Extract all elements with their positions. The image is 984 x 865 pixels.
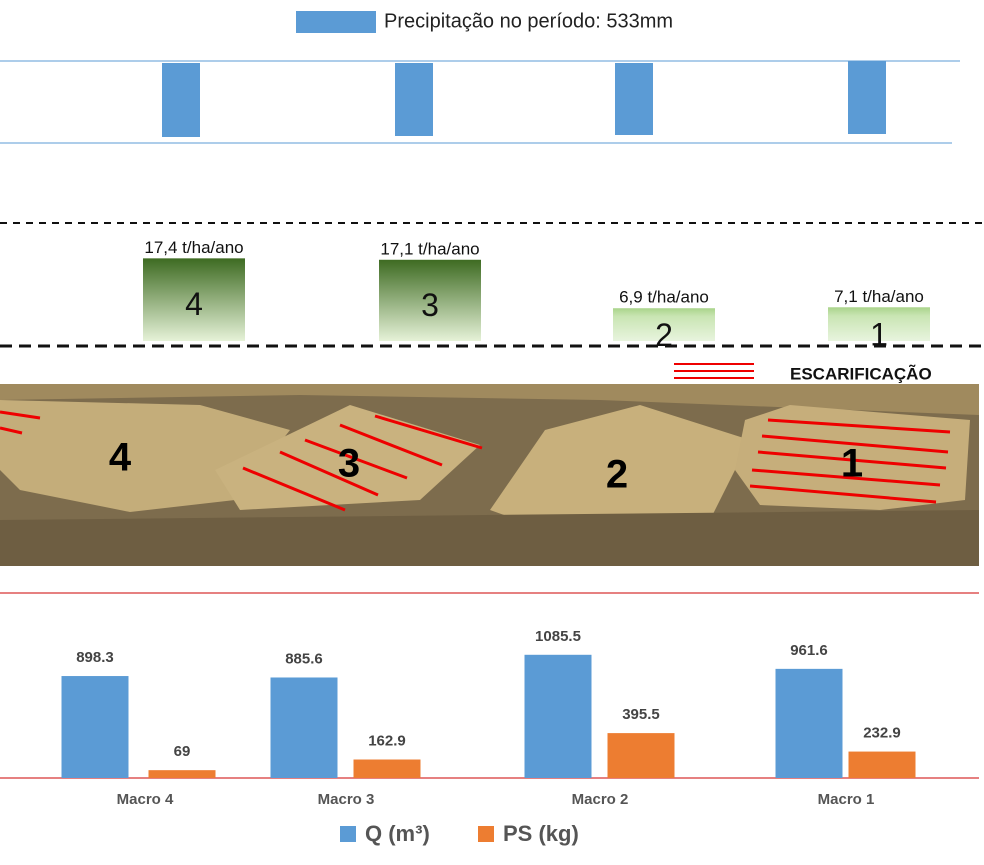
value-label: 395.5 — [622, 706, 660, 723]
category-label: 4 — [185, 286, 203, 322]
value-label: 232.9 — [863, 725, 901, 742]
runoff-chart: Macro 4 Macro 3 Macro 2 Macro 1 898.3 885.6 10… — [0, 628, 979, 846]
field-label: 1 — [841, 442, 863, 486]
value-label: 162.9 — [368, 732, 406, 749]
legend-label: ESCARIFICAÇÃO — [790, 363, 932, 383]
value-label: 885.6 — [285, 650, 323, 667]
bar — [270, 677, 338, 778]
erosion-bar — [613, 308, 715, 341]
value-label: 6,9 t/ha/ano — [619, 288, 709, 307]
erosion-bar — [143, 258, 245, 341]
bar — [61, 676, 129, 778]
category-label: 1 — [870, 317, 888, 353]
value-label: 69 — [174, 743, 191, 760]
x-tick-label: Macro 1 — [818, 791, 875, 808]
precip-bar — [615, 63, 653, 135]
field-label: 2 — [606, 453, 628, 497]
legend-swatch — [340, 826, 356, 842]
bar — [607, 733, 675, 778]
value-label: 961.6 — [790, 642, 828, 659]
legend-swatch — [296, 11, 376, 33]
precip-bar — [395, 63, 433, 136]
category-label: 3 — [421, 287, 439, 323]
legend-label: Precipitação no período: 533mm — [384, 10, 673, 32]
value-label: 898.3 — [76, 649, 114, 666]
bar — [353, 759, 421, 778]
bar — [848, 751, 916, 778]
x-tick-label: Macro 3 — [318, 791, 375, 808]
category-label: 2 — [655, 317, 673, 353]
precip-bar — [162, 63, 200, 137]
legend-label: Q (m³) — [365, 821, 430, 846]
bar — [524, 654, 592, 778]
escarification-legend: ESCARIFICAÇÃO — [674, 363, 932, 383]
field-label: 3 — [338, 442, 360, 486]
erosion-bar — [828, 307, 930, 341]
value-label: 17,1 t/ha/ano — [380, 239, 479, 258]
photo-labels: 4 3 2 1 — [109, 436, 863, 497]
x-tick-label: Macro 4 — [117, 791, 174, 808]
value-label: 7,1 t/ha/ano — [834, 287, 924, 306]
erosion-bar — [379, 259, 481, 341]
precipitation-bars — [162, 61, 886, 137]
legend-swatch — [478, 826, 494, 842]
value-label: 17,4 t/ha/ano — [144, 238, 243, 257]
aerial-photo — [0, 384, 979, 566]
bar — [148, 770, 216, 778]
field-label: 4 — [109, 436, 132, 480]
bar — [775, 668, 843, 778]
x-tick-label: Macro 2 — [572, 791, 629, 808]
value-label: 1085.5 — [535, 628, 581, 645]
legend-label: PS (kg) — [503, 821, 579, 846]
precip-bar — [848, 61, 886, 134]
